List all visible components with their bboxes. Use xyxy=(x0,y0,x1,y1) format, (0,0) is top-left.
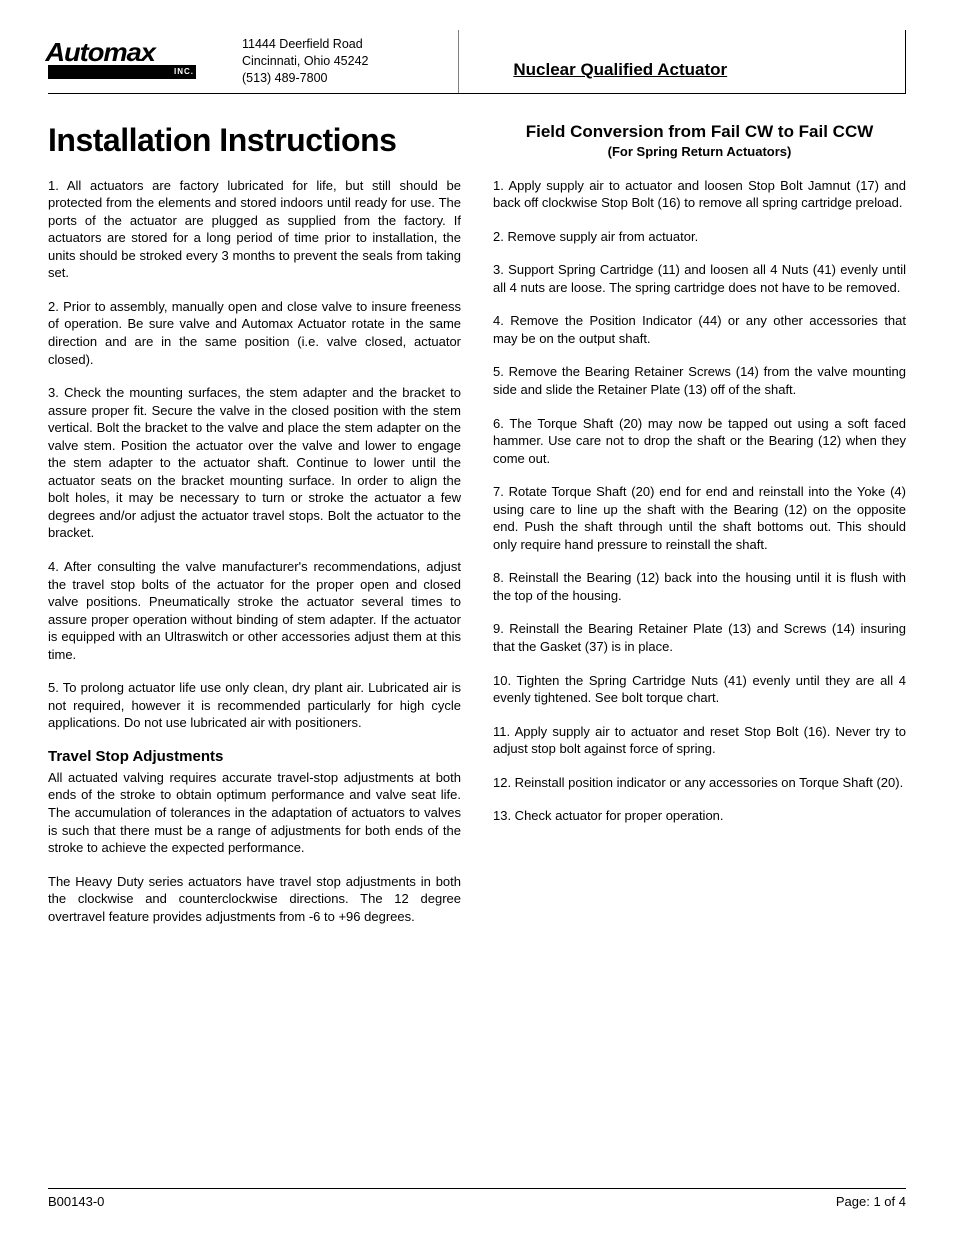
field-conversion-subheading: (For Spring Return Actuators) xyxy=(493,144,906,159)
company-phone: (513) 489-7800 xyxy=(242,70,368,87)
header-right: Nuclear Qualified Actuator xyxy=(459,30,905,86)
travel-stop-p2: The Heavy Duty series actuators have tra… xyxy=(48,873,461,926)
conversion-step-12: 12. Reinstall position indicator or any … xyxy=(493,774,906,792)
install-step-5: 5. To prolong actuator life use only cle… xyxy=(48,679,461,732)
install-step-1: 1. All actuators are factory lubricated … xyxy=(48,177,461,282)
content-columns: Installation Instructions 1. All actuato… xyxy=(48,122,906,942)
main-title: Installation Instructions xyxy=(48,122,461,159)
field-conversion-heading: Field Conversion from Fail CW to Fail CC… xyxy=(493,122,906,142)
footer-doc-id: B00143-0 xyxy=(48,1194,104,1209)
conversion-step-1: 1. Apply supply air to actuator and loos… xyxy=(493,177,906,212)
conversion-step-6: 6. The Torque Shaft (20) may now be tapp… xyxy=(493,415,906,468)
conversion-step-9: 9. Reinstall the Bearing Retainer Plate … xyxy=(493,620,906,655)
footer-rule xyxy=(48,1188,906,1189)
travel-stop-p1: All actuated valving requires accurate t… xyxy=(48,769,461,857)
company-logo: Automax INC. xyxy=(48,37,198,85)
install-step-2: 2. Prior to assembly, manually open and … xyxy=(48,298,461,368)
company-address: 11444 Deerfield Road Cincinnati, Ohio 45… xyxy=(242,36,368,87)
header-doc-title: Nuclear Qualified Actuator xyxy=(513,60,905,80)
page-header: Automax INC. 11444 Deerfield Road Cincin… xyxy=(48,30,906,94)
install-step-3: 3. Check the mounting surfaces, the stem… xyxy=(48,384,461,542)
conversion-step-2: 2. Remove supply air from actuator. xyxy=(493,228,906,246)
logo-wordmark: Automax xyxy=(45,37,154,68)
conversion-step-5: 5. Remove the Bearing Retainer Screws (1… xyxy=(493,363,906,398)
conversion-step-3: 3. Support Spring Cartridge (11) and loo… xyxy=(493,261,906,296)
install-step-4: 4. After consulting the valve manufactur… xyxy=(48,558,461,663)
left-column: Installation Instructions 1. All actuato… xyxy=(48,122,461,942)
right-column: Field Conversion from Fail CW to Fail CC… xyxy=(493,122,906,942)
address-line-2: Cincinnati, Ohio 45242 xyxy=(242,53,368,70)
logo-inc-text: INC. xyxy=(174,67,194,76)
conversion-step-10: 10. Tighten the Spring Cartridge Nuts (4… xyxy=(493,672,906,707)
page-footer: B00143-0 Page: 1 of 4 xyxy=(48,1194,906,1209)
address-line-1: 11444 Deerfield Road xyxy=(242,36,368,53)
conversion-step-13: 13. Check actuator for proper operation. xyxy=(493,807,906,825)
footer-page-number: Page: 1 of 4 xyxy=(836,1194,906,1209)
conversion-step-4: 4. Remove the Position Indicator (44) or… xyxy=(493,312,906,347)
travel-stop-heading: Travel Stop Adjustments xyxy=(48,748,461,765)
conversion-step-8: 8. Reinstall the Bearing (12) back into … xyxy=(493,569,906,604)
header-left: Automax INC. 11444 Deerfield Road Cincin… xyxy=(48,30,459,93)
conversion-step-7: 7. Rotate Torque Shaft (20) end for end … xyxy=(493,483,906,553)
conversion-step-11: 11. Apply supply air to actuator and res… xyxy=(493,723,906,758)
